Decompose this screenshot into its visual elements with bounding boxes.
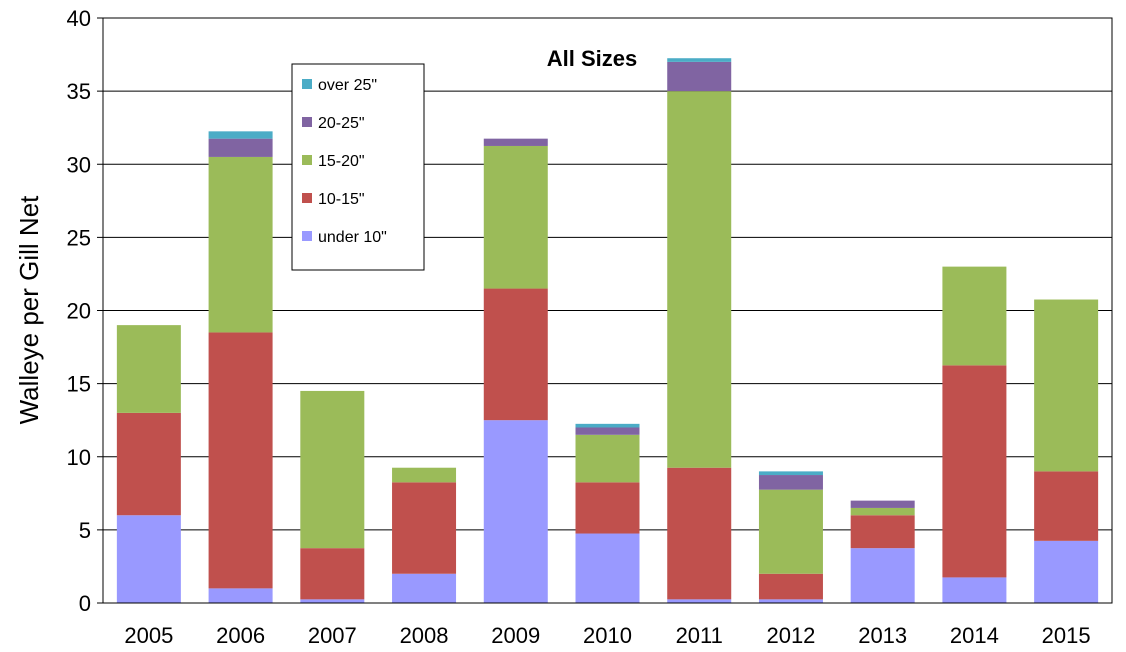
bar-segment [667, 61, 732, 92]
bar-segment [758, 471, 823, 476]
bar-segment [208, 138, 273, 157]
bar-segment [942, 365, 1007, 578]
legend-label: 10-15" [318, 191, 365, 208]
bar-segment [575, 533, 640, 603]
bar-segment [208, 332, 273, 589]
y-tick-label: 15 [67, 372, 91, 397]
x-tick-label: 2007 [308, 623, 357, 648]
bar-segment [1034, 299, 1099, 472]
legend: over 25" 20-25" 15-20" 10-15" under 10" [291, 63, 425, 271]
chart-title: All Sizes [547, 46, 637, 71]
bar-segment [758, 573, 823, 600]
bar-segment [850, 500, 915, 508]
bar-segment [575, 482, 640, 534]
legend-swatch [302, 231, 312, 241]
legend-swatch [302, 79, 312, 89]
bar-segment [758, 475, 823, 490]
x-tick-label: 2014 [950, 623, 999, 648]
bar-segment [1034, 540, 1099, 603]
x-tick-label: 2006 [216, 623, 265, 648]
y-tick-label: 35 [67, 79, 91, 104]
x-tick-label: 2013 [858, 623, 907, 648]
bar-segment [758, 489, 823, 574]
bar-segment [575, 434, 640, 483]
bar-segment [575, 423, 640, 428]
bar-segment [758, 599, 823, 603]
bar-segment [483, 145, 548, 289]
legend-swatch [302, 155, 312, 165]
x-tick-label: 2012 [766, 623, 815, 648]
x-axis-ticks: 2005 2006 2007 2008 2009 2010 2011 2012 2013 2014… [124, 623, 1090, 648]
bar-segment [483, 138, 548, 146]
bar-segment [850, 548, 915, 603]
bar-segment [850, 507, 915, 516]
bar-segment [667, 467, 732, 600]
x-tick-label: 2008 [400, 623, 449, 648]
y-axis-title: Walleye per Gill Net [14, 195, 44, 425]
x-tick-label: 2010 [583, 623, 632, 648]
bar-segment [208, 588, 273, 603]
legend-label: 20-25" [318, 115, 365, 132]
x-tick-label: 2011 [676, 623, 723, 648]
bar-segment [392, 573, 457, 603]
y-tick-label: 40 [67, 6, 91, 31]
bar-segment [300, 599, 365, 603]
bar-segment [850, 515, 915, 549]
y-tick-label: 20 [67, 299, 91, 324]
bar-segment [116, 325, 181, 413]
bar-segment [208, 156, 273, 333]
legend-label: 15-20" [318, 153, 365, 170]
y-tick-label: 10 [67, 445, 91, 470]
bars [116, 58, 1099, 603]
bar-segment [392, 482, 457, 574]
bar-segment [942, 577, 1007, 603]
bar-segment [392, 467, 457, 483]
bar-segment [208, 131, 273, 139]
legend-swatch [302, 117, 312, 127]
y-tick-label: 5 [79, 518, 91, 543]
bar-segment [667, 58, 732, 62]
bar-segment [300, 390, 365, 549]
bar-segment [1034, 471, 1099, 541]
y-tick-label: 0 [79, 591, 91, 616]
x-tick-label: 2009 [491, 623, 540, 648]
legend-box [291, 63, 425, 271]
bar-segment [116, 412, 181, 516]
legend-swatch [302, 193, 312, 203]
y-axis-ticks: 0 5 10 15 20 25 30 35 40 [67, 6, 103, 616]
x-tick-label: 2015 [1042, 623, 1091, 648]
bar-segment [483, 288, 548, 421]
bar-segment [116, 515, 181, 603]
x-tick-label: 2005 [124, 623, 173, 648]
y-tick-label: 25 [67, 225, 91, 250]
bar-segment [483, 420, 548, 603]
bar-segment [300, 548, 365, 600]
bar-segment [942, 266, 1007, 366]
bar-segment [667, 91, 732, 468]
y-tick-label: 30 [67, 152, 91, 177]
bar-segment [667, 599, 732, 603]
bar-segment [575, 427, 640, 435]
legend-label: over 25" [318, 77, 377, 94]
legend-label: under 10" [318, 229, 387, 246]
